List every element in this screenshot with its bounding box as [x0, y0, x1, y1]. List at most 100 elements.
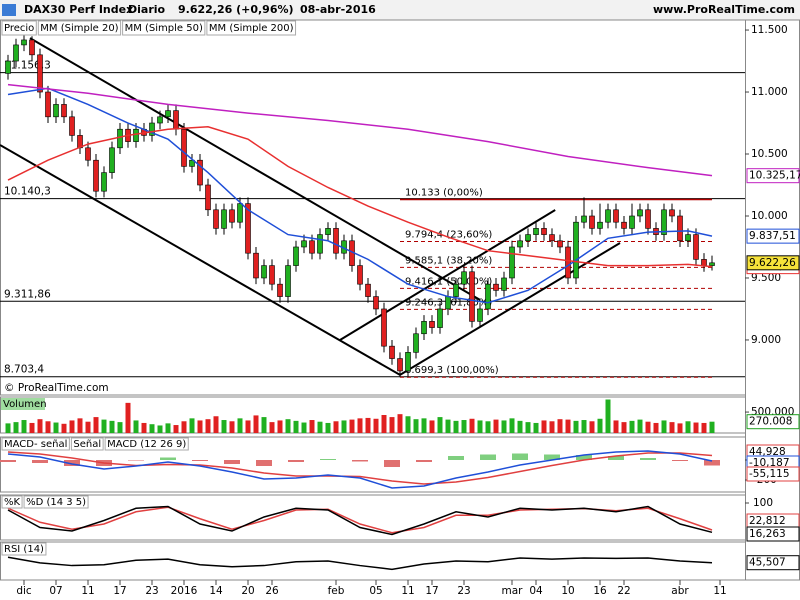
candle-body	[437, 308, 443, 328]
candle-body	[45, 91, 51, 118]
volume-bar	[693, 422, 699, 433]
volume-bar	[325, 422, 331, 433]
date: 08-abr-2016	[300, 3, 376, 16]
plot: dic 07 11 17 23 2016 14 20 26 feb 05 11 17 23 mar 04 10 1…	[0, 19, 800, 597]
macd-hist-bar	[352, 460, 368, 462]
candle-body	[661, 209, 667, 235]
trend-line	[29, 37, 481, 301]
trend-line	[399, 242, 621, 376]
trend-line	[0, 144, 401, 376]
volume-bar	[229, 421, 235, 433]
volume-bar	[301, 422, 307, 433]
fib-label: 8.699,3 (100,00%)	[405, 365, 499, 376]
legend-entry: %D (14 3 5)	[26, 497, 86, 508]
volume-bar	[333, 421, 339, 433]
candle-body	[317, 234, 323, 254]
volume-bar	[373, 418, 379, 433]
value-box-label: 44,928	[749, 446, 786, 458]
legend-box	[1, 437, 70, 451]
macd-hist-bar	[672, 460, 688, 461]
candle-body	[581, 215, 587, 223]
volume-bar	[357, 418, 363, 433]
volume-bar	[557, 419, 563, 433]
volume-bar	[277, 420, 283, 433]
macd-hist-bar	[256, 460, 272, 466]
candle-body	[293, 246, 299, 266]
volume-bar	[533, 422, 539, 433]
candle-body	[109, 147, 115, 173]
candle-body	[13, 44, 19, 62]
candle-body	[285, 265, 291, 297]
trend-line	[339, 209, 556, 341]
candle-body	[117, 128, 123, 149]
macd-hist-bar	[128, 460, 144, 461]
logo	[2, 4, 16, 16]
period: Diario	[128, 3, 166, 16]
x-tick-label: 26	[265, 585, 279, 597]
x-tick-label: 11	[713, 585, 726, 597]
volume-bar	[605, 399, 611, 433]
legend-entry: MM (Simple 200)	[209, 23, 294, 34]
candle-body	[453, 283, 459, 297]
candle-body	[253, 252, 259, 279]
volume-bar	[205, 419, 211, 433]
legend-entry: Precio	[4, 23, 34, 34]
volume-bar	[621, 422, 627, 433]
volume-bar	[389, 417, 395, 433]
header-bar	[0, 0, 800, 20]
candle-body	[373, 296, 379, 310]
candle-body	[181, 128, 187, 167]
fib-label: 9.794,4 (23,60%)	[405, 229, 492, 240]
macd-hist-bar	[544, 454, 560, 460]
volume-bar	[317, 421, 323, 433]
candle-body	[277, 283, 283, 297]
volume-bar	[125, 402, 131, 433]
candle-body	[301, 240, 307, 248]
volume-bar	[549, 421, 555, 433]
volume-bar	[189, 418, 195, 433]
value-box-label: -10,187	[749, 457, 790, 469]
volume-bar	[149, 424, 155, 433]
macd-hist-bar	[448, 456, 464, 460]
candle-body	[421, 321, 427, 335]
candle-body	[397, 358, 403, 372]
legend-entry: MM (Simple 20)	[40, 23, 118, 34]
volume-bar	[133, 420, 139, 433]
volume-bar	[165, 423, 171, 433]
macd-hist-bar	[224, 460, 240, 464]
volume-bar	[397, 414, 403, 433]
macd-hist-bar	[704, 460, 720, 466]
candle-body	[69, 116, 75, 136]
volume-bar	[85, 421, 91, 433]
volume-bar	[309, 420, 315, 433]
value-box	[746, 555, 800, 571]
candle-body	[205, 184, 211, 211]
stoch-k-line	[7, 505, 713, 536]
macd-hist-bar	[288, 460, 304, 462]
volume-bar	[341, 420, 347, 433]
volume-bar	[709, 421, 715, 433]
y-tick-label: 11.500	[751, 24, 788, 36]
candle-body	[53, 104, 59, 118]
fib-label: 10.133 (0,00%)	[405, 188, 483, 199]
value-box-label: 22,812	[749, 515, 786, 527]
volume-bar	[173, 425, 179, 433]
x-tick-label: 23	[145, 585, 158, 597]
volume-bar	[53, 422, 59, 433]
header: DAX30 Perf Index Diario 9.622,26 (+0,96%…	[24, 3, 795, 16]
candle-body	[157, 116, 163, 124]
macd-hist-bar	[32, 460, 48, 463]
x-tick-label: 20	[241, 585, 254, 597]
value-box	[746, 228, 800, 244]
volume-bar	[181, 421, 187, 433]
macd-hist-bar	[512, 453, 528, 460]
ma-line	[7, 83, 713, 177]
level-label: 11.156,3	[4, 60, 51, 72]
volume-bar	[653, 422, 659, 433]
site: www.ProRealTime.com	[653, 3, 795, 16]
value-box	[746, 168, 800, 184]
candle-body	[525, 234, 531, 242]
volume-bar	[117, 422, 123, 433]
x-tick-label: 05	[369, 585, 382, 597]
